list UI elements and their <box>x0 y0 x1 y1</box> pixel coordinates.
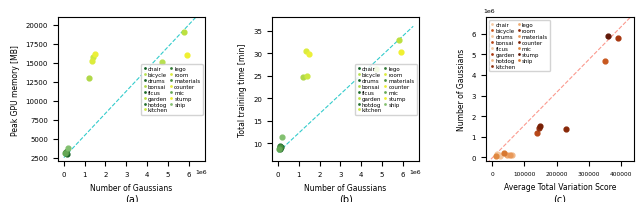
X-axis label: Number of Gaussians: Number of Gaussians <box>90 183 173 192</box>
Point <box>490 155 500 158</box>
Point <box>534 127 544 130</box>
Y-axis label: Total training time [min]: Total training time [min] <box>239 43 248 136</box>
Point <box>612 37 623 40</box>
Point <box>61 151 71 154</box>
Text: (b): (b) <box>339 194 353 202</box>
Point <box>298 76 308 79</box>
Point <box>179 32 189 35</box>
Point <box>275 145 285 148</box>
Point <box>301 50 311 53</box>
Point <box>493 154 504 157</box>
Point <box>302 75 312 78</box>
Point <box>275 146 285 150</box>
Point <box>603 35 613 38</box>
Y-axis label: Number of Gaussians: Number of Gaussians <box>457 49 466 131</box>
Text: (a): (a) <box>125 194 138 202</box>
Point <box>87 60 97 63</box>
Point <box>275 148 285 151</box>
Point <box>60 152 70 155</box>
Point <box>492 153 502 156</box>
Legend: chair, bicycle, drums, bonsai, ficus, garden, hotdog, kitchen, lego, room, mater: chair, bicycle, drums, bonsai, ficus, ga… <box>489 21 550 72</box>
Point <box>62 153 72 156</box>
Point <box>502 154 512 157</box>
Point <box>536 125 546 128</box>
Point <box>63 146 73 150</box>
Point <box>61 150 72 153</box>
Point <box>60 152 70 155</box>
Point <box>505 154 515 157</box>
Point <box>61 151 71 154</box>
Point <box>561 128 572 132</box>
Point <box>157 61 167 64</box>
Point <box>506 154 516 157</box>
Point <box>371 68 381 71</box>
X-axis label: Average Total Variation Score: Average Total Variation Score <box>504 182 616 191</box>
Point <box>495 154 506 158</box>
Point <box>600 60 610 63</box>
Point <box>396 51 406 54</box>
Point <box>61 152 71 155</box>
Y-axis label: Peak GPU memory [MB]: Peak GPU memory [MB] <box>11 45 20 135</box>
Point <box>275 146 285 150</box>
Point <box>276 146 286 149</box>
Text: 1e6: 1e6 <box>483 8 495 14</box>
Point <box>90 54 100 57</box>
Text: (c): (c) <box>553 194 566 202</box>
Point <box>499 152 509 155</box>
Legend: chair, bicycle, drums, bonsai, ficus, garden, hotdog, kitchen, lego, room, mater: chair, bicycle, drums, bonsai, ficus, ga… <box>141 65 202 115</box>
Point <box>182 54 192 58</box>
Point <box>88 56 98 59</box>
X-axis label: Number of Gaussians: Number of Gaussians <box>305 183 387 192</box>
Point <box>84 77 94 80</box>
Legend: chair, bicycle, drums, bonsai, ficus, garden, hotdog, kitchen, lego, room, mater: chair, bicycle, drums, bonsai, ficus, ga… <box>355 65 417 115</box>
Point <box>304 53 314 57</box>
Point <box>275 147 285 151</box>
Point <box>277 135 287 139</box>
Text: 1e6: 1e6 <box>410 169 421 174</box>
Text: 1e6: 1e6 <box>195 169 207 174</box>
Point <box>532 131 542 135</box>
Point <box>394 39 404 42</box>
Point <box>275 144 285 147</box>
